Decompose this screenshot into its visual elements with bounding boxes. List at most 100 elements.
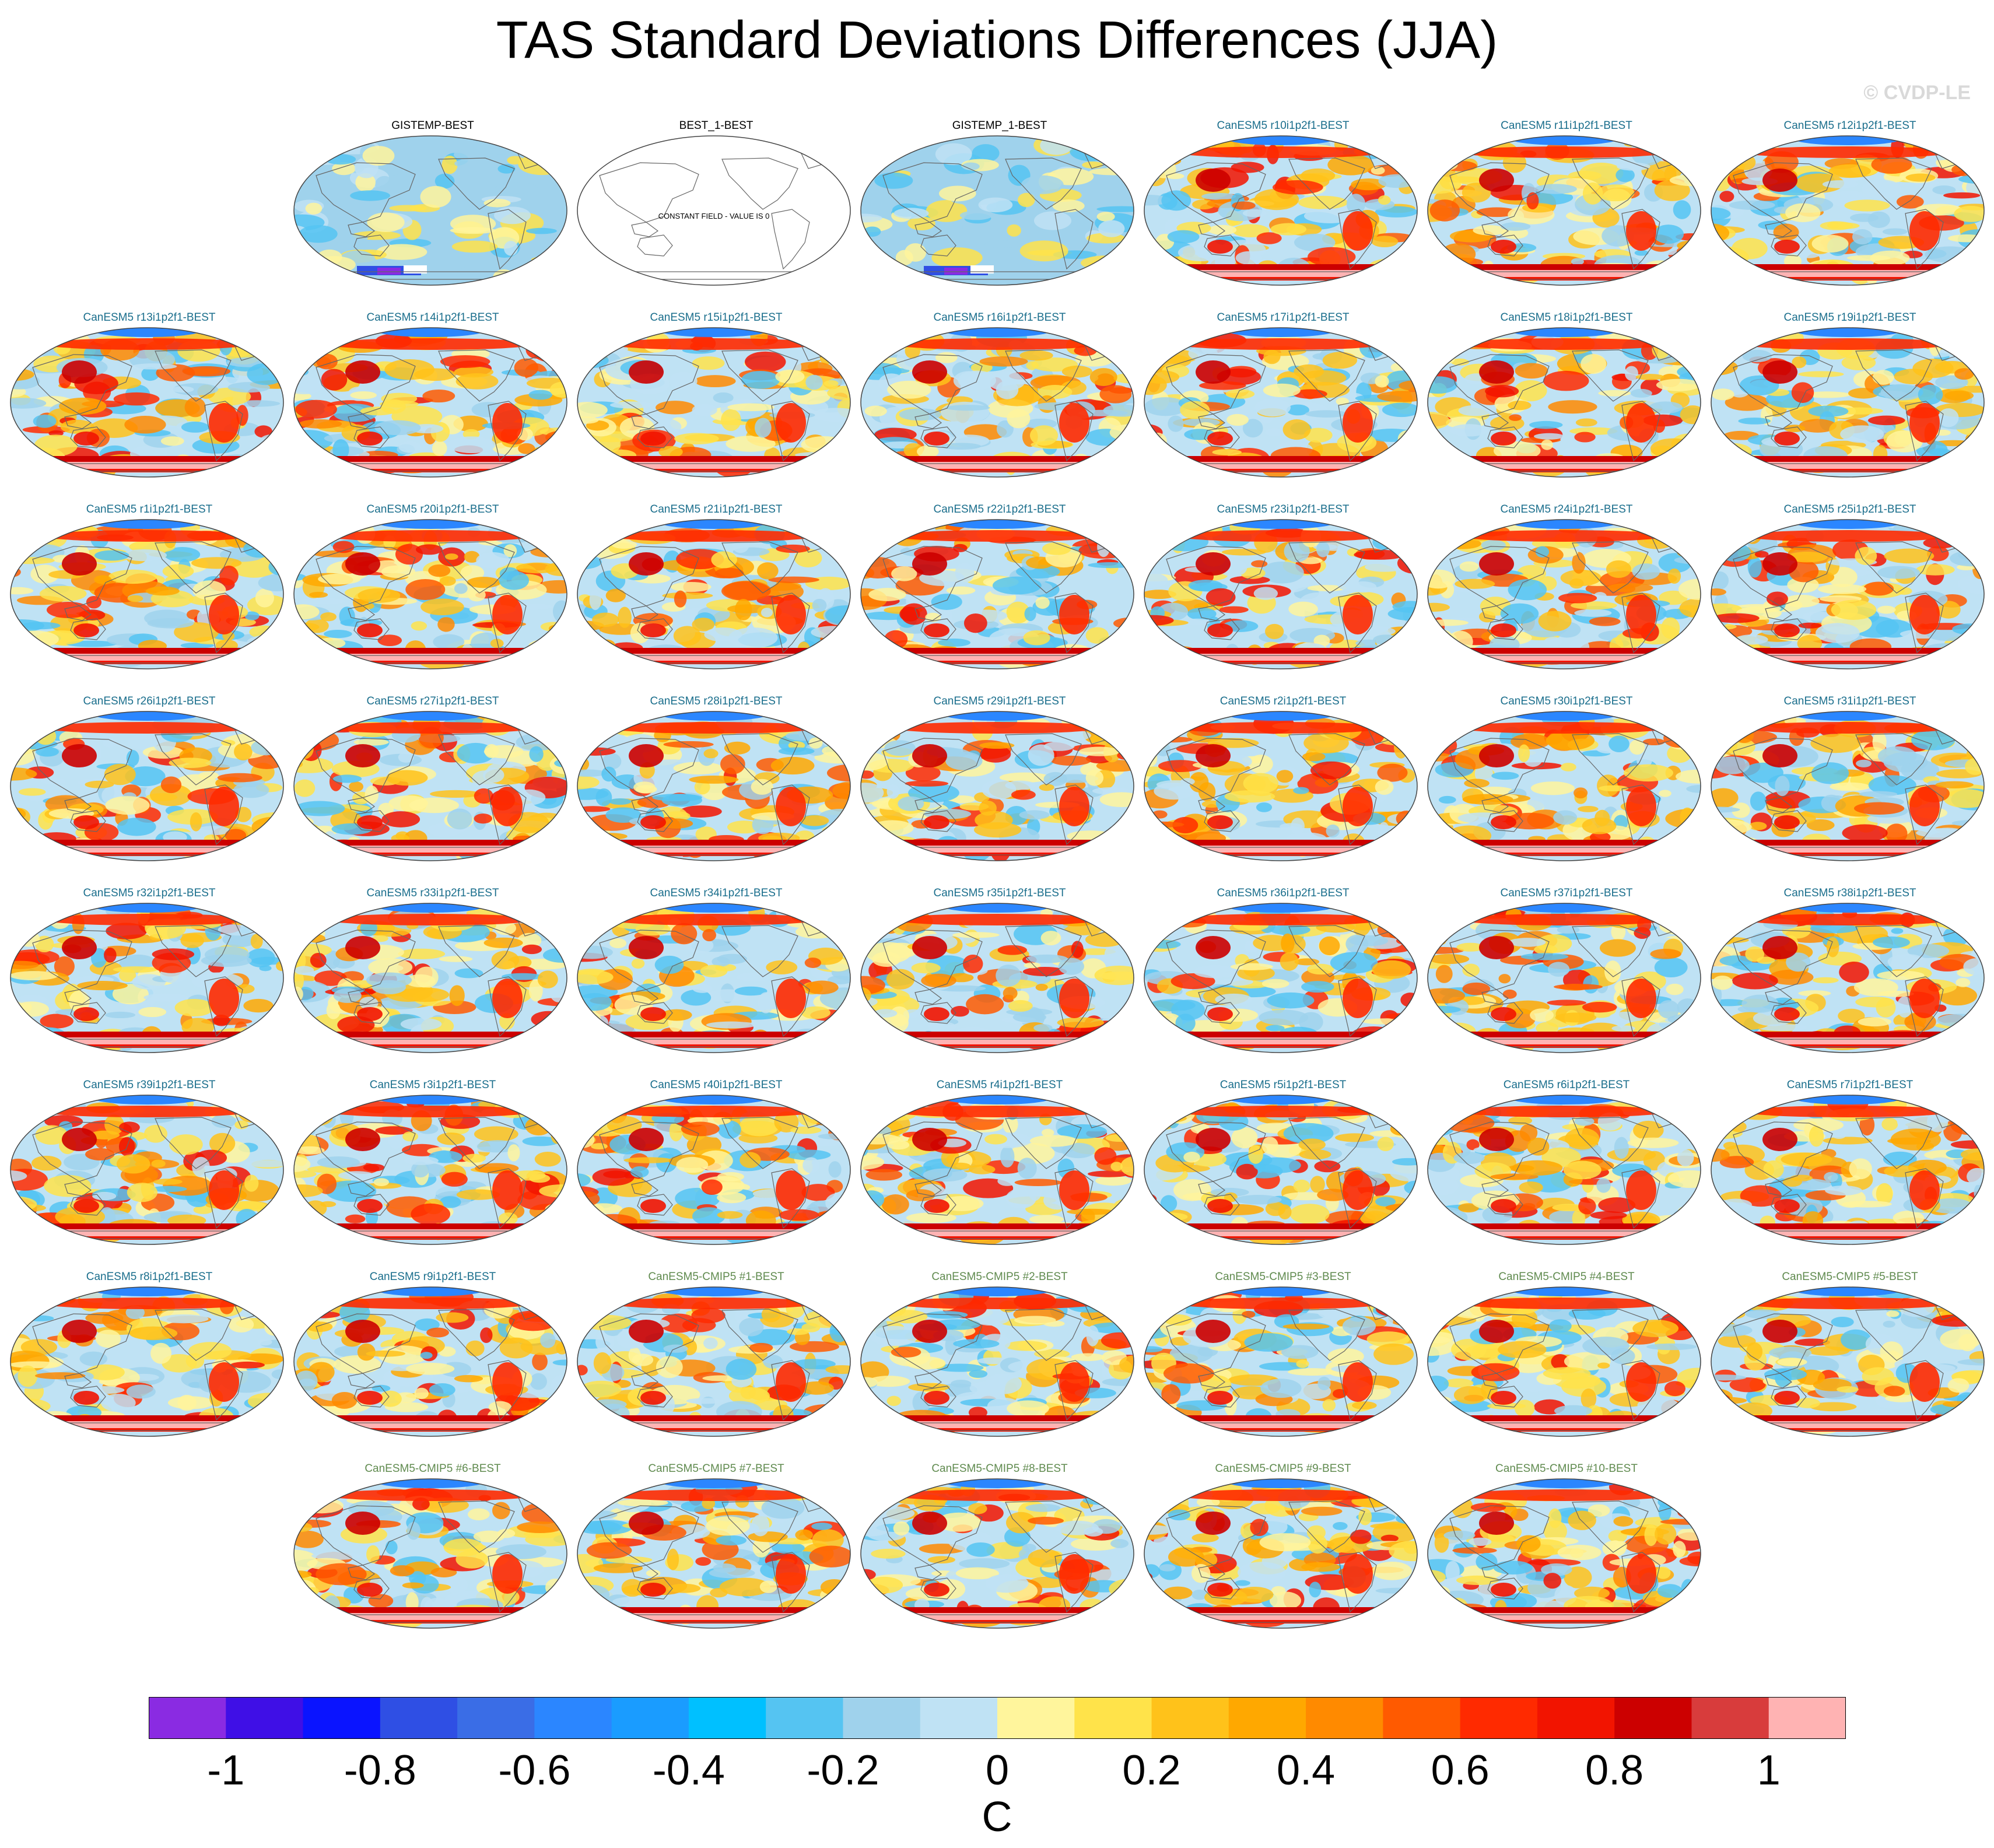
colorbar-segment	[766, 1697, 843, 1739]
panel-title: CanESM5 r26i1p2f1-BEST	[83, 695, 216, 707]
world-map	[1711, 327, 1985, 478]
map-panel: CanESM5 r9i1p2f1-BEST	[293, 1271, 573, 1457]
panel-title: CanESM5 r14i1p2f1-BEST	[366, 311, 499, 324]
map-panel: CanESM5 r23i1p2f1-BEST	[1143, 503, 1423, 690]
map-panel: CanESM5 r26i1p2f1-BEST	[9, 695, 289, 882]
world-map	[860, 1286, 1134, 1437]
colorbar-tick-label: 0	[985, 1747, 1010, 1794]
colorbar-tick-label: 0.6	[1431, 1747, 1490, 1794]
panel-title: CanESM5 r37i1p2f1-BEST	[1500, 887, 1633, 899]
map-panel: CanESM5 r28i1p2f1-BEST	[576, 695, 856, 882]
map-panel: CanESM5 r8i1p2f1-BEST	[9, 1271, 289, 1457]
map-panel: CanESM5 r11i1p2f1-BEST	[1427, 120, 1706, 306]
world-map	[577, 327, 851, 478]
world-map	[1427, 711, 1701, 861]
panel-title: CanESM5 r35i1p2f1-BEST	[933, 887, 1066, 899]
world-map	[1144, 1478, 1418, 1629]
map-panel: CanESM5 r5i1p2f1-BEST	[1143, 1079, 1423, 1265]
map-panel: CanESM5 r35i1p2f1-BEST	[860, 887, 1140, 1074]
panel-title: CanESM5 r21i1p2f1-BEST	[650, 503, 783, 516]
panel-title: GISTEMP_1-BEST	[952, 120, 1047, 132]
panel-title: CanESM5-CMIP5 #10-BEST	[1495, 1463, 1638, 1475]
map-panel: CanESM5 r14i1p2f1-BEST	[293, 311, 573, 498]
panel-title: CanESM5 r39i1p2f1-BEST	[83, 1079, 216, 1091]
colorbar-segment	[380, 1697, 458, 1739]
map-panel: CanESM5 r36i1p2f1-BEST	[1143, 887, 1423, 1074]
world-map	[293, 1286, 567, 1437]
colorbar-tick-label: -0.4	[652, 1747, 725, 1794]
colorbar-tick-label: 0.8	[1585, 1747, 1644, 1794]
map-panel: CanESM5 r34i1p2f1-BEST	[576, 887, 856, 1074]
map-panel: CanESM5 r15i1p2f1-BEST	[576, 311, 856, 498]
constant-field-note: CONSTANT FIELD - VALUE IS 0	[658, 212, 770, 220]
map-panel: CanESM5 r16i1p2f1-BEST	[860, 311, 1140, 498]
panel-title: CanESM5 r6i1p2f1-BEST	[1503, 1079, 1630, 1091]
colorbar-units: C	[982, 1794, 1012, 1840]
map-panel: CanESM5-CMIP5 #8-BEST	[860, 1463, 1140, 1649]
colorbar-segment	[611, 1697, 689, 1739]
map-panel: CanESM5-CMIP5 #1-BEST	[576, 1271, 856, 1457]
panel-title: CanESM5-CMIP5 #3-BEST	[1215, 1271, 1351, 1283]
colorbar-segment	[1228, 1697, 1306, 1739]
map-panel: CanESM5 r1i1p2f1-BEST	[9, 503, 289, 690]
map-panel: CanESM5 r17i1p2f1-BEST	[1143, 311, 1423, 498]
colorbar-segment	[149, 1697, 226, 1739]
map-panel: BEST_1-BEST CONSTANT FIELD - VALUE IS 0	[576, 120, 856, 306]
colorbar-segment	[1691, 1697, 1769, 1739]
panel-title: CanESM5 r1i1p2f1-BEST	[86, 503, 213, 516]
panel-title: CanESM5 r12i1p2f1-BEST	[1783, 120, 1916, 132]
map-panel: CanESM5 r38i1p2f1-BEST	[1710, 887, 1990, 1074]
colorbar-tick-label: 0.4	[1277, 1747, 1336, 1794]
panel-title: CanESM5 r10i1p2f1-BEST	[1217, 120, 1350, 132]
colorbar-tick-label: -1	[207, 1747, 245, 1794]
world-map	[1711, 711, 1985, 861]
panel-title: CanESM5 r18i1p2f1-BEST	[1500, 311, 1633, 324]
panel-title: CanESM5 r33i1p2f1-BEST	[366, 887, 499, 899]
figure-title: TAS Standard Deviations Differences (JJA…	[496, 11, 1498, 69]
world-map	[1144, 903, 1418, 1053]
colorbar-tick-label: -0.6	[498, 1747, 571, 1794]
world-map	[577, 903, 851, 1053]
world-map	[577, 519, 851, 669]
panel-title: BEST_1-BEST	[679, 120, 754, 132]
panel-title: CanESM5 r40i1p2f1-BEST	[650, 1079, 783, 1091]
colorbar-segment	[457, 1697, 535, 1739]
colorbar-tick-label: -0.8	[344, 1747, 416, 1794]
map-panel: CanESM5-CMIP5 #10-BEST	[1427, 1463, 1706, 1649]
colorbar-segment	[1768, 1697, 1846, 1739]
world-map	[1427, 1478, 1701, 1629]
panel-title: CanESM5 r32i1p2f1-BEST	[83, 887, 216, 899]
map-panel: CanESM5 r31i1p2f1-BEST	[1710, 695, 1990, 882]
map-panel: CanESM5 r21i1p2f1-BEST	[576, 503, 856, 690]
colorbar-segment	[534, 1697, 612, 1739]
map-panel: CanESM5-CMIP5 #7-BEST	[576, 1463, 856, 1649]
world-map	[577, 1095, 851, 1245]
panel-title: CanESM5 r27i1p2f1-BEST	[366, 695, 499, 707]
panel-title: CanESM5-CMIP5 #8-BEST	[931, 1463, 1068, 1475]
world-map	[577, 1286, 851, 1437]
colorbar-segment	[1383, 1697, 1461, 1739]
panel-title: CanESM5 r20i1p2f1-BEST	[366, 503, 499, 516]
world-map	[1711, 135, 1985, 286]
colorbar-segment	[688, 1697, 766, 1739]
panel-title: CanESM5-CMIP5 #4-BEST	[1498, 1271, 1635, 1283]
map-panel: CanESM5-CMIP5 #9-BEST	[1143, 1463, 1423, 1649]
panel-title: CanESM5 r34i1p2f1-BEST	[650, 887, 783, 899]
colorbar-tick-label: 1	[1757, 1747, 1781, 1794]
map-panel: CanESM5 r40i1p2f1-BEST	[576, 1079, 856, 1265]
panel-title: CanESM5 r4i1p2f1-BEST	[936, 1079, 1063, 1091]
world-map	[1427, 903, 1701, 1053]
world-map	[10, 327, 284, 478]
world-map	[860, 519, 1134, 669]
panel-title: CanESM5 r13i1p2f1-BEST	[83, 311, 216, 324]
world-map	[1144, 1095, 1418, 1245]
panel-title: CanESM5 r36i1p2f1-BEST	[1217, 887, 1350, 899]
colorbar-segment	[920, 1697, 998, 1739]
map-panel: CanESM5 r39i1p2f1-BEST	[9, 1079, 289, 1265]
panel-title: CanESM5 r15i1p2f1-BEST	[650, 311, 783, 324]
world-map	[1427, 135, 1701, 286]
map-panel: CanESM5 r18i1p2f1-BEST	[1427, 311, 1706, 498]
map-panel: CanESM5 r30i1p2f1-BEST	[1427, 695, 1706, 882]
panel-title: CanESM5-CMIP5 #5-BEST	[1782, 1271, 1918, 1283]
map-panel: CanESM5 r4i1p2f1-BEST	[860, 1079, 1140, 1265]
